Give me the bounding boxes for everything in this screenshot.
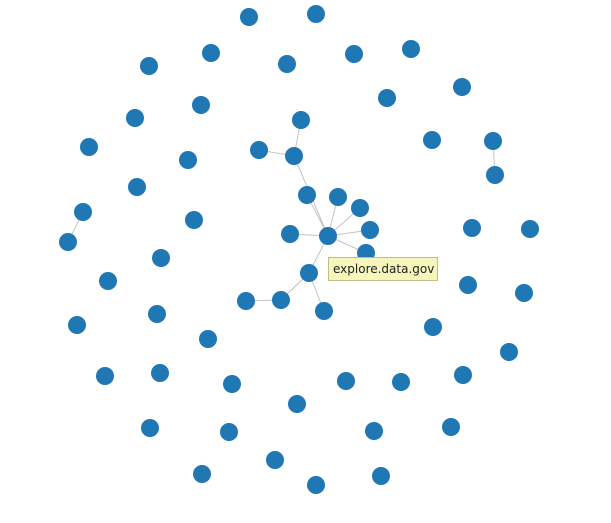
graph-node[interactable] (361, 221, 379, 239)
graph-node[interactable] (220, 423, 238, 441)
graph-node[interactable] (442, 418, 460, 436)
graph-node[interactable] (424, 318, 442, 336)
graph-node[interactable] (423, 131, 441, 149)
graph-node[interactable] (141, 419, 159, 437)
graph-node[interactable] (300, 264, 318, 282)
graph-node-hub[interactable] (319, 227, 337, 245)
graph-node[interactable] (237, 292, 255, 310)
graph-node[interactable] (521, 220, 539, 238)
graph-node[interactable] (292, 111, 310, 129)
graph-node[interactable] (140, 57, 158, 75)
graph-node[interactable] (500, 343, 518, 361)
graph-node[interactable] (484, 132, 502, 150)
graph-node[interactable] (463, 219, 481, 237)
graph-node[interactable] (202, 44, 220, 62)
graph-node[interactable] (454, 366, 472, 384)
graph-node[interactable] (96, 367, 114, 385)
graph-node[interactable] (315, 302, 333, 320)
graph-node[interactable] (351, 199, 369, 217)
graph-node[interactable] (185, 211, 203, 229)
graph-node[interactable] (453, 78, 471, 96)
graph-node[interactable] (329, 188, 347, 206)
graph-node[interactable] (250, 141, 268, 159)
graph-node[interactable] (80, 138, 98, 156)
graph-node[interactable] (372, 467, 390, 485)
graph-node[interactable] (126, 109, 144, 127)
graph-node[interactable] (345, 45, 363, 63)
graph-node[interactable] (486, 166, 504, 184)
graph-node[interactable] (402, 40, 420, 58)
graph-node[interactable] (515, 284, 533, 302)
graph-node[interactable] (240, 8, 258, 26)
graph-node[interactable] (99, 272, 117, 290)
graph-node[interactable] (392, 373, 410, 391)
graph-node[interactable] (281, 225, 299, 243)
graph-node[interactable] (59, 233, 77, 251)
graph-node[interactable] (272, 291, 290, 309)
graph-node[interactable] (128, 178, 146, 196)
graph-node[interactable] (152, 249, 170, 267)
graph-node[interactable] (151, 364, 169, 382)
graph-node[interactable] (148, 305, 166, 323)
graph-node[interactable] (337, 372, 355, 390)
graph-nodes[interactable] (59, 5, 539, 494)
graph-node[interactable] (288, 395, 306, 413)
graph-node[interactable] (179, 151, 197, 169)
graph-node[interactable] (307, 5, 325, 23)
graph-node[interactable] (199, 330, 217, 348)
graph-node[interactable] (266, 451, 284, 469)
graph-node[interactable] (74, 203, 92, 221)
graph-node[interactable] (378, 89, 396, 107)
graph-node[interactable] (193, 465, 211, 483)
node-tooltip: explore.data.gov (328, 257, 439, 281)
graph-node[interactable] (192, 96, 210, 114)
graph-node[interactable] (68, 316, 86, 334)
graph-node[interactable] (307, 476, 325, 494)
graph-node[interactable] (365, 422, 383, 440)
graph-node[interactable] (285, 147, 303, 165)
graph-node[interactable] (459, 276, 477, 294)
graph-node[interactable] (223, 375, 241, 393)
graph-node[interactable] (298, 186, 316, 204)
graph-node[interactable] (278, 55, 296, 73)
